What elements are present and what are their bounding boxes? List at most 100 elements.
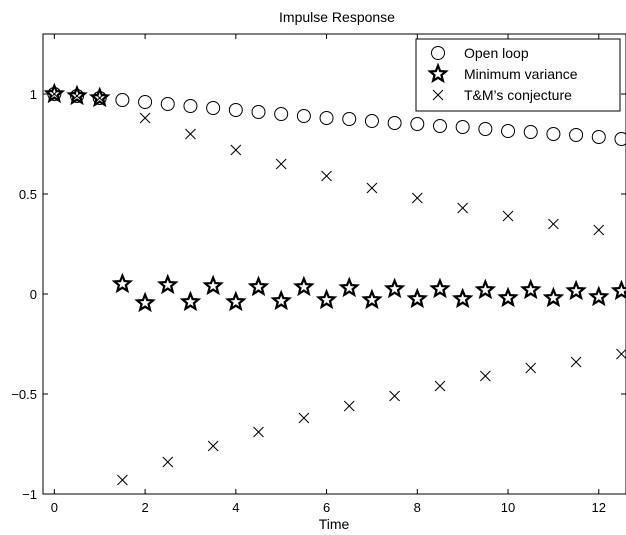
star-point [66, 84, 88, 106]
star-point [156, 273, 179, 295]
axis-ticks: 0 2 4 6 8 10 12 −1 −0.5 0 0.5 1 [11, 34, 626, 515]
x-point [321, 170, 332, 182]
star-point [111, 272, 134, 294]
x-point [480, 370, 491, 382]
star-point [338, 276, 361, 298]
star-point [202, 274, 224, 296]
x-point [207, 440, 219, 452]
circle-point [478, 122, 493, 136]
circle-point [251, 105, 266, 119]
circle-point [342, 112, 357, 126]
star-point [361, 288, 383, 310]
x-point [139, 112, 151, 124]
circle-point [614, 132, 626, 146]
x-point [185, 128, 196, 140]
y-tick-label: −1 [22, 487, 37, 502]
x-tick-label: 12 [592, 500, 606, 515]
circle-point [501, 124, 516, 138]
star-point [497, 286, 519, 308]
circle-point [160, 97, 175, 111]
circle-point [523, 125, 538, 139]
circle-point [206, 101, 221, 115]
star-point [43, 82, 66, 104]
chart-title: Impulse Response [279, 9, 395, 25]
legend: Open loop Minimum variance T&M’s conjectur… [415, 38, 621, 112]
circle-point [410, 117, 425, 131]
x-point [548, 218, 559, 230]
x-point [162, 456, 174, 468]
circle-point [546, 127, 561, 141]
x-point [298, 412, 310, 424]
legend-box [415, 38, 621, 112]
x-tick-label: 4 [232, 500, 239, 515]
circle-point [115, 93, 130, 107]
data-marks [43, 82, 626, 486]
star-point [293, 275, 315, 297]
star-point [179, 290, 202, 312]
circle-point [274, 107, 289, 121]
legend-label: T&M’s conjecture [464, 87, 572, 103]
x-tick-label: 6 [323, 500, 330, 515]
y-tick-label: −0.5 [11, 387, 37, 402]
x-tick-label: 2 [141, 500, 148, 515]
star-point [406, 287, 429, 309]
circle-point [432, 119, 447, 133]
circle-point [183, 99, 198, 113]
x-point [457, 202, 469, 214]
circle-point [319, 111, 334, 125]
star-point [315, 288, 338, 310]
star-point [225, 290, 247, 312]
x-tick-label: 0 [51, 500, 58, 515]
circle-point [591, 130, 606, 144]
circle-point [228, 103, 243, 117]
star-point [519, 278, 542, 300]
circle-point [364, 114, 379, 128]
x-point [343, 400, 355, 412]
star-point [565, 279, 587, 301]
circle-point [569, 128, 584, 142]
x-axis-label: Time [319, 516, 350, 532]
x-point [94, 92, 106, 104]
x-point [434, 380, 446, 392]
star-point [247, 275, 270, 297]
y-tick-label: 1 [30, 87, 37, 102]
legend-label: Open loop [464, 45, 529, 61]
x-point [593, 224, 605, 236]
x-point [389, 390, 400, 402]
x-point [48, 88, 60, 100]
star-point [474, 278, 497, 300]
circle-point [387, 116, 402, 130]
x-point [117, 474, 128, 486]
x-point [275, 158, 287, 170]
x-point [570, 356, 582, 368]
plot-frame [42, 33, 626, 495]
star-point [383, 277, 406, 299]
circle-point [455, 120, 470, 134]
x-point [230, 144, 242, 156]
star-point [587, 285, 610, 307]
star-point [88, 86, 111, 108]
star-point [270, 289, 292, 311]
x-point [525, 362, 537, 374]
legend-marker-x [432, 89, 444, 101]
x-point [411, 192, 423, 204]
circle-point [296, 109, 311, 123]
x-tick-label: 8 [414, 500, 421, 515]
legend-marker-star [427, 62, 449, 84]
circle-point [138, 95, 153, 109]
star-point [134, 291, 156, 313]
x-point [502, 210, 514, 222]
x-point [253, 426, 264, 438]
legend-label: Minimum variance [464, 66, 578, 82]
y-tick-label: 0.5 [19, 187, 37, 202]
star-point [451, 287, 474, 309]
series-2 [48, 88, 626, 486]
star-point [542, 286, 565, 308]
series-1 [43, 82, 626, 313]
star-point [610, 279, 626, 301]
star-point [429, 277, 451, 299]
x-tick-label: 10 [501, 500, 515, 515]
x-point [71, 90, 83, 102]
legend-marker-circle [431, 46, 445, 60]
